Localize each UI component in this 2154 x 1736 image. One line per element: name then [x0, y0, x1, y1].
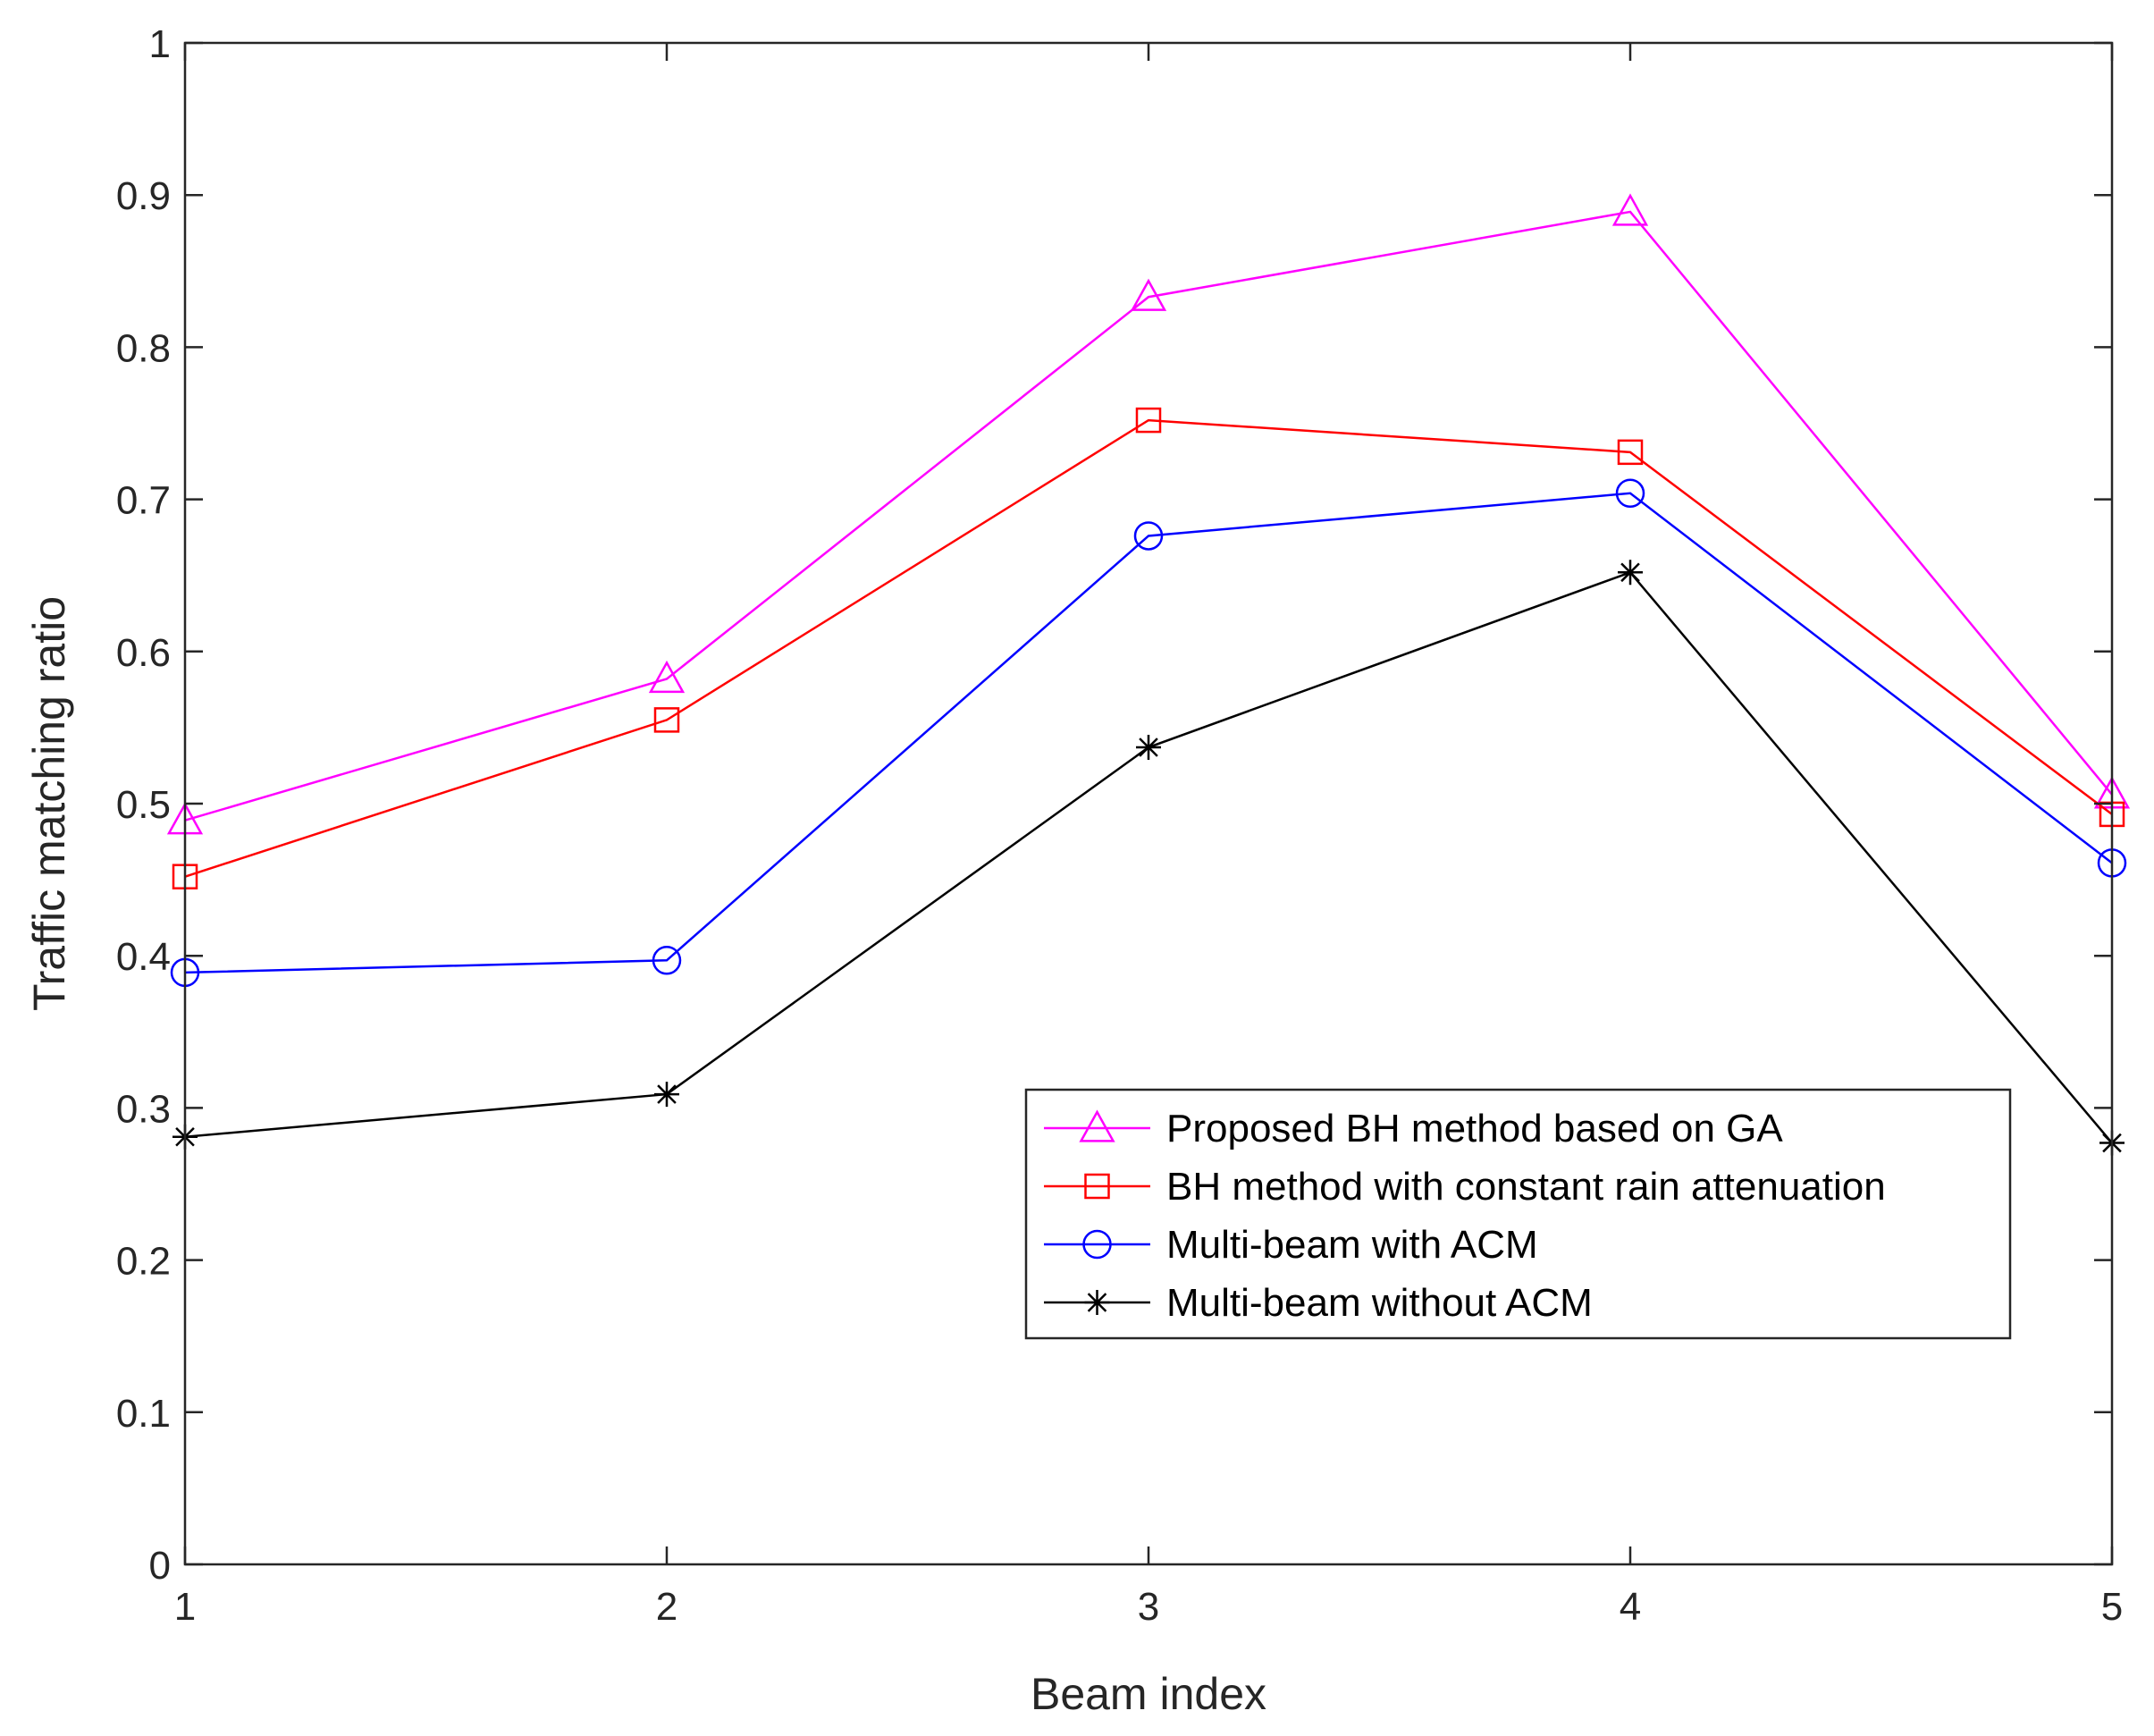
y-tick-label: 0.1	[116, 1392, 171, 1436]
legend-marker-circle	[1082, 1229, 1112, 1260]
x-tick-label: 4	[1620, 1585, 1641, 1629]
x-tick-label: 1	[174, 1585, 196, 1629]
legend-label: Proposed BH method based on GA	[1166, 1107, 1783, 1150]
y-tick-label: 0.3	[116, 1087, 171, 1131]
plot-frame	[183, 41, 2114, 1566]
x-axis-label: Beam index	[1031, 1669, 1266, 1719]
data-point-triangle	[1130, 278, 1167, 311]
y-tick-label: 0.4	[116, 935, 171, 979]
data-point-circle	[1615, 478, 1645, 509]
legend-item: BH method with constant rain attenuation	[1044, 1165, 1886, 1209]
data-point-square	[1135, 407, 1162, 434]
y-tick-label: 0.8	[116, 326, 171, 370]
legend-item: Multi-beam without ACM	[1044, 1281, 1593, 1325]
y-tick-label: 1	[149, 22, 171, 66]
series-line	[184, 492, 2113, 974]
x-tick-label: 2	[656, 1585, 677, 1629]
y-axis-label: Traffic matching ratio	[24, 596, 74, 1011]
data-point-square	[1617, 439, 1644, 466]
y-tick-label: 0.9	[116, 174, 171, 218]
y-tick-label: 0.7	[116, 479, 171, 523]
x-tick-label: 3	[1138, 1585, 1159, 1629]
y-tick-label: 0.6	[116, 631, 171, 675]
series-layer	[166, 193, 2131, 1156]
legend-marker-asterisk	[1084, 1290, 1110, 1315]
data-point-asterisk	[1136, 735, 1161, 761]
data-point-asterisk	[1618, 560, 1643, 586]
legend-box	[1024, 1088, 2012, 1340]
data-point-asterisk	[654, 1082, 679, 1108]
y-tick-label: 0.2	[116, 1240, 171, 1284]
legend: Proposed BH method based on GA BH method …	[1024, 1088, 2012, 1340]
legend-label: BH method with constant rain attenuation	[1166, 1165, 1886, 1209]
legend-item: Proposed BH method based on GA	[1044, 1107, 1783, 1150]
legend-item: Multi-beam with ACM	[1044, 1223, 1538, 1267]
data-point-triangle	[648, 660, 686, 694]
x-tick-label: 5	[2101, 1585, 2123, 1629]
data-point-circle	[1133, 521, 1164, 551]
data-point-circle	[652, 946, 682, 975]
y-tick-label: 0	[149, 1544, 171, 1588]
series-proposed-bh-method-based-on-ga	[166, 193, 2131, 835]
data-point-square	[653, 707, 680, 733]
data-point-triangle	[1611, 193, 1649, 226]
legend-marker-triangle	[1079, 1109, 1115, 1142]
legend-label: Multi-beam without ACM	[1166, 1281, 1593, 1325]
series-line	[184, 418, 2113, 878]
tick-labels: 0 0.1 0.2 0.3 0.4 0.5 0.6 0.7 0.8 0.9 1 1 2 3 4 5	[116, 22, 2123, 1629]
legend-label: Multi-beam with ACM	[1166, 1223, 1538, 1267]
legend-marker-square	[1084, 1173, 1110, 1200]
y-tick-label: 0.5	[116, 783, 171, 827]
series-line	[184, 210, 2113, 822]
